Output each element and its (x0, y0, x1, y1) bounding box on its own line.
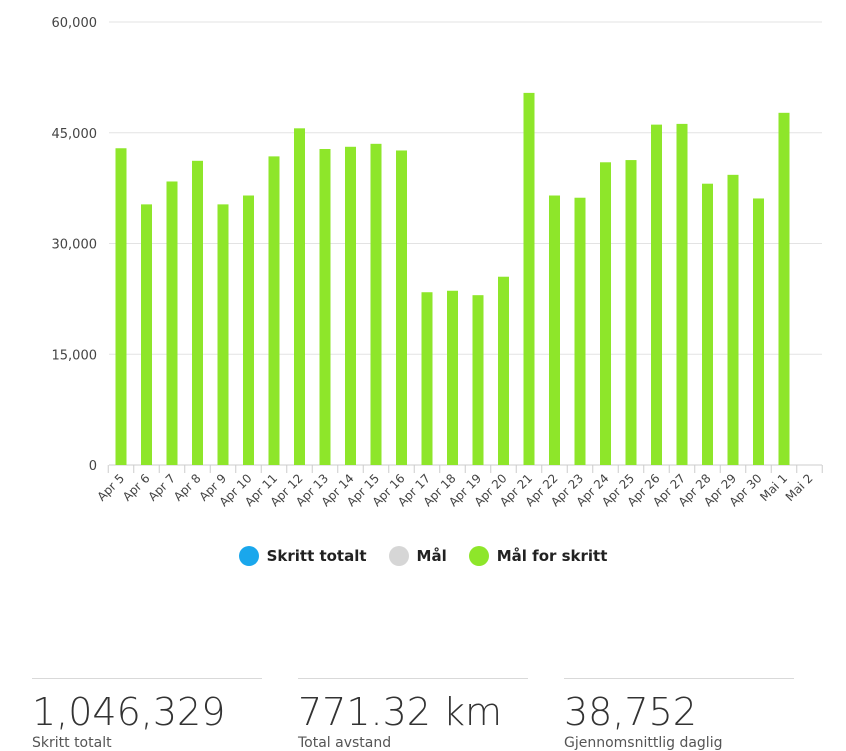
bar (549, 195, 560, 465)
legend-label: Mål for skritt (496, 547, 608, 565)
legend-swatch-blue (238, 546, 259, 566)
stat-daily-average: 38,752 Gjennomsnittlig daglig (564, 678, 794, 751)
bar (115, 148, 127, 465)
bar (268, 156, 280, 466)
bar (396, 150, 407, 465)
bar (753, 198, 764, 465)
bar (319, 148, 331, 465)
stat-value: 1,046,329 (32, 690, 226, 734)
y-tick-label: 60,000 (52, 16, 98, 31)
legend-item-skritt-totalt[interactable]: Skritt totalt (238, 546, 367, 566)
bar (243, 195, 254, 465)
bar (192, 160, 203, 465)
bar (447, 290, 458, 465)
x-tick-label: Apr 6 (120, 471, 153, 504)
bar (421, 292, 433, 465)
bar (523, 92, 535, 465)
bar (778, 112, 790, 465)
bar (727, 174, 739, 465)
x-tick-label: Apr 8 (171, 471, 204, 504)
bar (294, 128, 305, 465)
legend-swatch-green (468, 546, 489, 566)
x-tick-label: Apr 7 (145, 471, 178, 504)
stat-label: Gjennomsnittlig daglig (564, 735, 723, 751)
x-tick-label: Mai 2 (783, 471, 816, 504)
bar (574, 197, 586, 465)
stat-total-distance: 771.32 km Total avstand (298, 678, 528, 751)
chart-legend: Skritt totalt Mål Mål for skritt (0, 546, 846, 566)
bar (166, 181, 178, 466)
bar (498, 276, 509, 465)
y-tick-label: 0 (89, 459, 97, 474)
bar (600, 162, 611, 466)
summary-stats: 1,046,329 Skritt totalt 771.32 km Total … (32, 678, 794, 751)
bar (370, 143, 382, 465)
legend-label: Mål (416, 547, 447, 565)
bar (625, 160, 637, 465)
x-tick-label: Apr 5 (94, 471, 127, 504)
y-tick-label: 15,000 (52, 348, 98, 363)
stat-total-steps: 1,046,329 Skritt totalt (32, 678, 262, 751)
bar (141, 204, 152, 465)
bar (702, 183, 713, 465)
legend-item-mal-for-skritt[interactable]: Mål for skritt (468, 546, 608, 566)
legend-swatch-gray (388, 546, 409, 566)
stat-label: Skritt totalt (32, 735, 112, 751)
bar (472, 295, 484, 465)
legend-label: Skritt totalt (266, 547, 367, 565)
bar (217, 204, 229, 465)
y-tick-label: 30,000 (52, 238, 98, 253)
y-tick-label: 45,000 (52, 127, 98, 142)
stat-label: Total avstand (298, 735, 392, 751)
bar (676, 123, 688, 465)
x-tick-label: Mai 1 (757, 471, 790, 504)
stat-value: 771.32 km (298, 690, 503, 734)
bar (345, 146, 356, 466)
stat-value: 38,752 (564, 690, 697, 734)
bar (651, 124, 662, 466)
legend-item-mal[interactable]: Mål (388, 546, 447, 566)
